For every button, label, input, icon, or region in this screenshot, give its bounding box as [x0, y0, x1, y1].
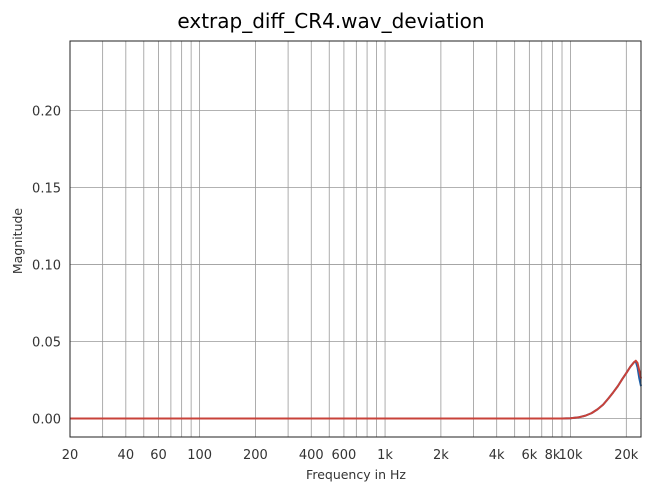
series-group [70, 359, 642, 420]
series-line-1 [70, 360, 642, 420]
x-tick-label: 2k [433, 448, 449, 463]
x-tick-label: 60 [150, 448, 167, 463]
x-tick-label: 20k [614, 448, 639, 463]
y-tick-label: 0.15 [32, 181, 61, 196]
plot-frame [69, 40, 642, 438]
chart-title: extrap_diff_CR4.wav_deviation [177, 9, 484, 33]
y-axis-label: Magnitude [10, 208, 25, 275]
x-tick-label: 600 [332, 448, 357, 463]
y-tick-labels: 0.00 0.05 0.10 0.15 0.20 [32, 104, 61, 427]
y-tick-label: 0.05 [32, 335, 61, 350]
y-tick-label: 0.00 [32, 413, 61, 428]
x-tick-label: 200 [243, 448, 268, 463]
series-line-2 [70, 359, 642, 420]
x-tick-label: 40 [118, 448, 135, 463]
x-tick-label: 1k [377, 448, 393, 463]
x-tick-label: 6k [521, 448, 537, 463]
x-tick-label: 20 [62, 448, 79, 463]
x-tick-label: 400 [299, 448, 324, 463]
grid [70, 41, 641, 437]
x-tick-label: 10k [558, 448, 583, 463]
x-tick-label: 4k [489, 448, 505, 463]
x-tick-label: 100 [187, 448, 212, 463]
x-tick-label: 8k [545, 448, 561, 463]
y-tick-label: 0.10 [32, 258, 61, 273]
x-axis-label: Frequency in Hz [306, 467, 406, 482]
y-tick-label: 0.20 [32, 104, 61, 119]
